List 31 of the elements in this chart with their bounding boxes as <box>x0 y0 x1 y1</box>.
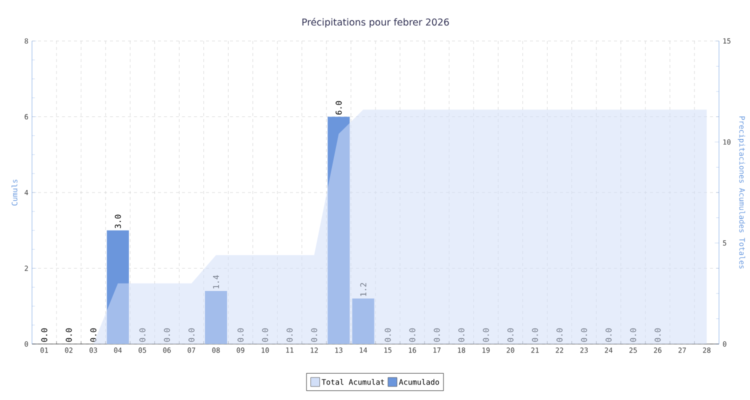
data-label: 0.0 <box>606 328 612 342</box>
data-label: 0.0 <box>286 328 293 342</box>
data-label: 0.0 <box>164 328 170 342</box>
data-label: 0.0 <box>188 328 195 342</box>
data-label: 1.4 <box>213 275 219 288</box>
data-label: 0.0 <box>458 328 464 342</box>
bar <box>204 290 228 344</box>
data-label: 0.0 <box>90 328 96 342</box>
data-label: 0.0 <box>384 328 391 342</box>
data-label: 0.0 <box>311 328 318 342</box>
data-label: 0.0 <box>41 328 48 342</box>
bar <box>328 116 350 344</box>
data-label: 0.0 <box>66 328 72 342</box>
data-label: 0.0 <box>581 328 588 342</box>
data-label: 0.0 <box>482 328 489 342</box>
data-label: 0.0 <box>654 328 661 342</box>
data-label: 0.0 <box>507 328 514 342</box>
bar <box>106 230 129 344</box>
data-label: 0.0 <box>262 328 268 342</box>
data-label: 0.0 <box>139 328 146 342</box>
data-label: 0.0 <box>630 328 636 342</box>
data-label: 6.0 <box>336 101 342 115</box>
data-label: 0.0 <box>532 328 538 342</box>
data-label: 0.0 <box>556 328 563 342</box>
data-label: 0.0 <box>409 328 416 342</box>
data-label: 1.2 <box>360 283 366 296</box>
data-label: 0.0 <box>434 328 440 342</box>
chart-title: Précipitations pour febrer 2026 <box>302 18 449 28</box>
data-label: 3.0 <box>114 214 121 228</box>
bar <box>352 298 374 344</box>
data-label: 0.0 <box>238 328 244 342</box>
